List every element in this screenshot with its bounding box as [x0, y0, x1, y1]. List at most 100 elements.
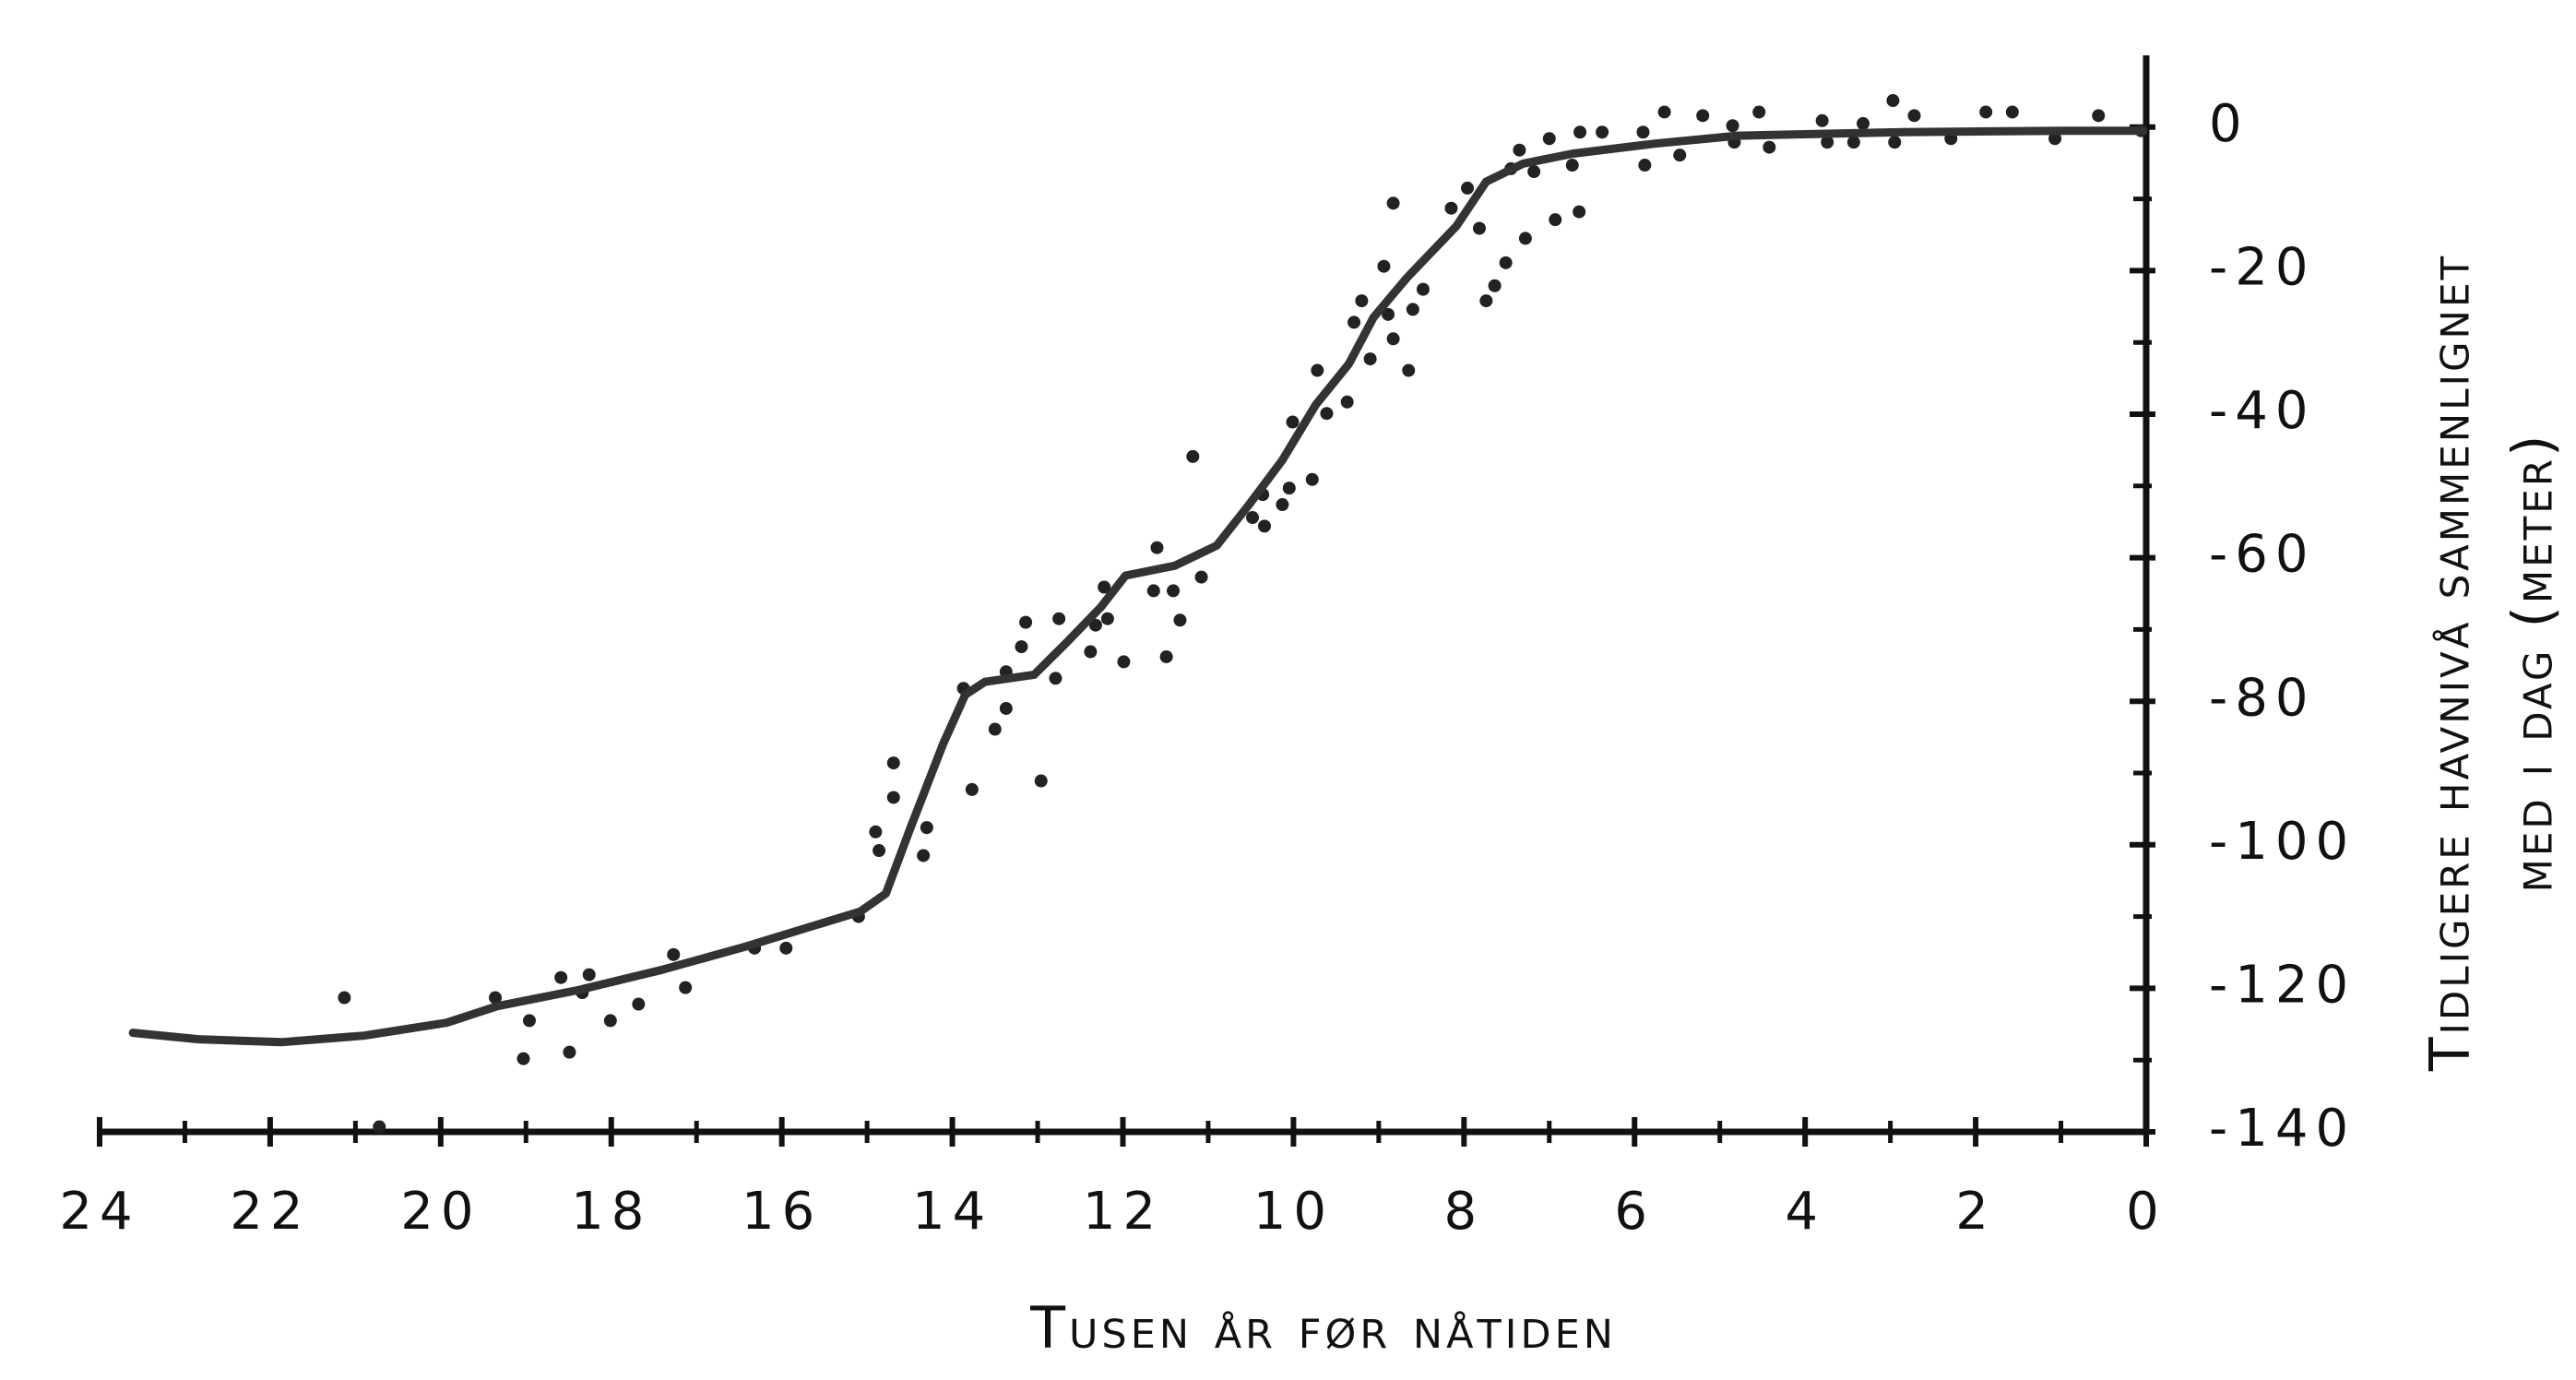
data-point: [1488, 279, 1502, 292]
data-point: [1416, 282, 1430, 296]
data-point: [1034, 774, 1048, 788]
data-point: [1513, 143, 1526, 157]
x-tick-label: 14: [912, 1182, 992, 1242]
data-point: [1479, 294, 1493, 308]
data-point: [1402, 363, 1416, 377]
y-axis-title: med i dag (meter): [2501, 433, 2566, 893]
data-point: [965, 782, 979, 796]
data-point: [1194, 570, 1208, 584]
x-tick-label: 10: [1253, 1182, 1334, 1242]
data-point: [1246, 511, 1260, 525]
y-tick-label: -20: [2209, 238, 2315, 298]
x-tick-label: 24: [59, 1182, 139, 1242]
data-point: [1565, 159, 1579, 172]
data-point: [1257, 519, 1271, 533]
data-point: [1052, 612, 1066, 625]
data-point: [338, 991, 351, 1005]
data-point: [873, 844, 886, 858]
data-point: [563, 1045, 576, 1059]
data-point: [1049, 672, 1062, 685]
data-point: [999, 701, 1013, 715]
data-point: [1596, 125, 1609, 139]
data-point: [1382, 307, 1395, 321]
data-point: [1355, 294, 1369, 308]
data-point: [1472, 221, 1486, 235]
data-point: [1173, 613, 1187, 627]
data-point: [1150, 541, 1164, 554]
data-point: [886, 756, 900, 770]
data-point: [679, 981, 693, 994]
data-point: [1117, 655, 1131, 669]
data-point: [1573, 125, 1587, 139]
data-point: [1527, 165, 1541, 179]
data-point: [1282, 482, 1296, 495]
x-tick-label: 22: [230, 1182, 310, 1242]
data-point: [1276, 498, 1289, 512]
data-point: [886, 791, 900, 804]
data-point: [1305, 472, 1319, 486]
data-point: [1886, 94, 1900, 108]
data-point: [1098, 580, 1111, 594]
data-point: [554, 970, 568, 984]
data-point: [582, 968, 596, 981]
data-point: [1015, 640, 1028, 654]
x-tick-label: 18: [571, 1182, 651, 1242]
data-point: [2048, 132, 2062, 146]
data-point: [1821, 136, 1834, 149]
data-point: [1084, 645, 1098, 659]
data-point: [1636, 125, 1650, 139]
y-tick-label: -80: [2209, 668, 2315, 728]
data-point: [1311, 363, 1324, 377]
data-point: [1100, 612, 1114, 625]
data-point: [1461, 181, 1475, 195]
data-point: [1019, 615, 1033, 629]
data-point: [489, 991, 503, 1005]
data-point: [1186, 449, 1200, 463]
data-point: [1386, 332, 1400, 346]
x-tick-label: 8: [1444, 1182, 1485, 1242]
data-point: [1406, 303, 1419, 316]
data-point: [1167, 584, 1181, 598]
x-tick-label: 2: [1955, 1182, 1996, 1242]
data-point: [667, 947, 681, 961]
data-point: [2005, 105, 2019, 119]
data-point: [1146, 584, 1160, 598]
data-point: [1763, 140, 1776, 154]
y-tick-label: -140: [2209, 1099, 2356, 1159]
data-point: [1286, 415, 1300, 429]
data-point: [917, 849, 931, 862]
data-point: [779, 941, 793, 955]
data-point: [1888, 136, 1902, 149]
data-point: [1815, 113, 1829, 127]
x-tick-label: 12: [1083, 1182, 1163, 1242]
data-point: [920, 821, 933, 835]
y-axis-title: Tidligere havnivå sammenlignet: [2418, 254, 2483, 1072]
data-point: [1159, 649, 1173, 663]
data-point: [1752, 105, 1766, 119]
data-point: [1673, 149, 1687, 162]
data-point: [516, 1052, 530, 1065]
data-point: [1726, 119, 1739, 133]
data-point: [1542, 132, 1556, 146]
data-point: [1320, 407, 1334, 421]
data-point: [1363, 352, 1377, 366]
data-point: [869, 825, 883, 839]
data-point: [1657, 105, 1671, 119]
data-point: [1444, 201, 1458, 215]
y-tick-label: -120: [2209, 956, 2356, 1016]
sea-level-curve: [128, 126, 2147, 1047]
data-point: [1340, 395, 1354, 409]
data-point: [632, 997, 646, 1011]
data-point: [1846, 136, 1860, 149]
data-point: [603, 1014, 617, 1028]
data-point: [2092, 109, 2106, 123]
data-point: [1857, 116, 1870, 130]
y-tick-label: 0: [2209, 94, 2250, 154]
data-point: [522, 1014, 536, 1028]
data-point: [1518, 232, 1532, 245]
data-point: [1979, 105, 1993, 119]
data-point: [1088, 618, 1102, 632]
data-point: [373, 1120, 386, 1134]
